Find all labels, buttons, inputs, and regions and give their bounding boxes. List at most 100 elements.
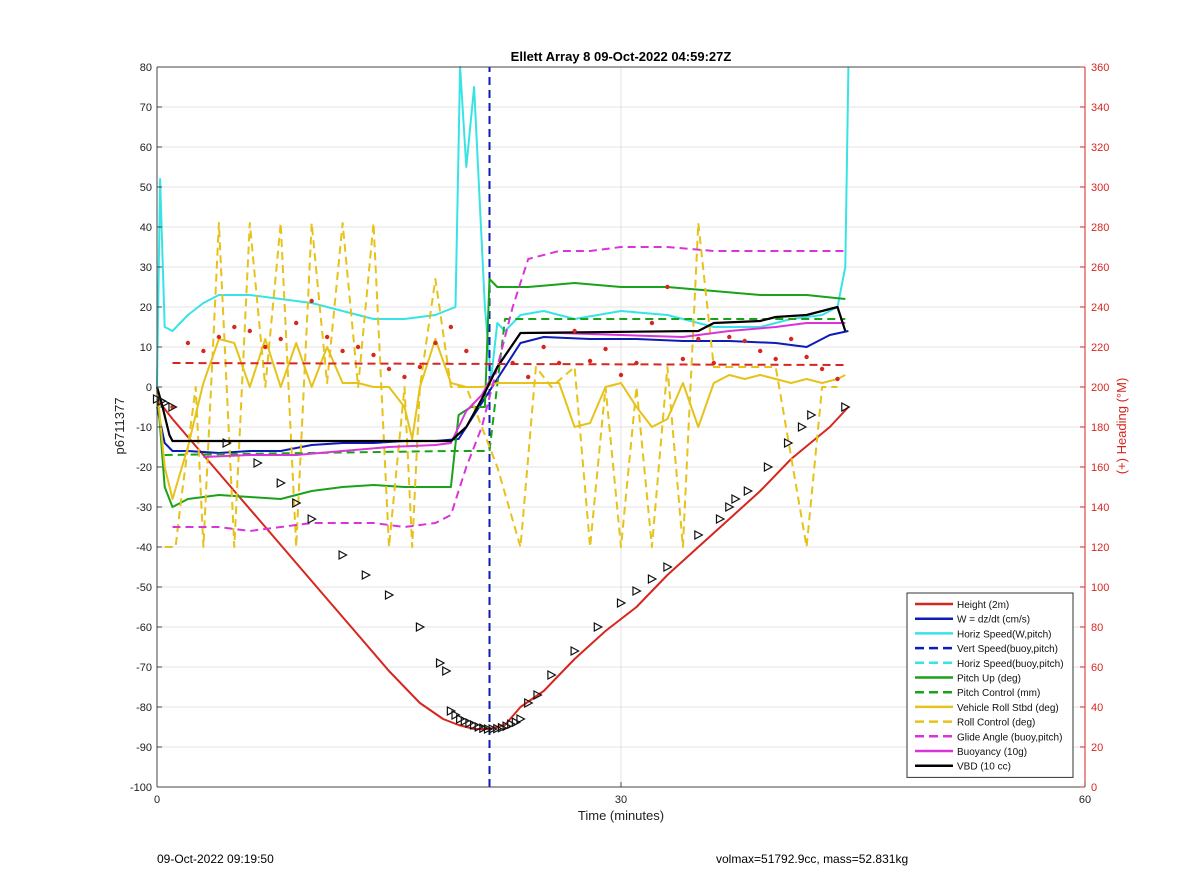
legend-label: Pitch Up (deg)	[957, 674, 1021, 685]
y-tick-label: -30	[136, 502, 152, 514]
height-marker	[483, 724, 494, 734]
heading-point	[649, 320, 655, 326]
heading-point	[448, 324, 454, 330]
height-marker	[460, 716, 471, 726]
y-tick-label: 10	[140, 342, 152, 354]
y-tick-label: -60	[136, 622, 152, 634]
heading-point	[386, 366, 392, 372]
height-marker	[488, 724, 498, 734]
y-axis-label: p6711377	[112, 398, 127, 455]
heading-point	[355, 344, 361, 350]
heading-point	[773, 356, 778, 362]
height-marker	[841, 402, 851, 412]
legend-label: Glide Angle (buoy,pitch)	[957, 732, 1062, 743]
legend-label: Horiz Speed(buoy,pitch)	[957, 659, 1064, 670]
legend-label: Horiz Speed(W,pitch)	[957, 629, 1051, 640]
height-marker	[160, 398, 171, 408]
heading-point	[603, 346, 608, 352]
heading-point	[263, 344, 268, 350]
tick-labels: -100-90-80-70-60-50-40-30-20-10010203040…	[130, 62, 1109, 806]
y-right-tick-label: 180	[1091, 422, 1109, 434]
height-marker	[731, 494, 741, 504]
legend-box	[906, 592, 1074, 778]
heading-point	[804, 354, 809, 360]
y-right-tick-label: 120	[1091, 542, 1109, 554]
height-marker	[493, 723, 503, 734]
heading-point	[433, 340, 438, 346]
height-marker	[507, 719, 517, 730]
height-marker	[632, 586, 642, 596]
y-tick-label: -10	[136, 422, 152, 434]
heading-point	[758, 348, 763, 354]
height-marker	[663, 562, 673, 572]
y-right-tick-label: 280	[1091, 222, 1109, 234]
heading-point	[324, 334, 330, 340]
y-right-tick-label: 0	[1091, 782, 1097, 794]
height-marker	[451, 710, 461, 720]
y-tick-label: -40	[136, 542, 152, 554]
height-marker	[783, 438, 794, 448]
height-marker	[292, 498, 302, 508]
height-marker	[361, 570, 372, 580]
x-tick-label: 30	[615, 794, 627, 806]
y-right-tick-label: 320	[1091, 142, 1109, 154]
y-right-tick-label: 140	[1091, 502, 1109, 514]
height-marker	[502, 721, 512, 732]
y-right-tick-label: 220	[1091, 342, 1109, 354]
heading-point	[556, 360, 562, 366]
y-axis-label-right: (+) Heading (°M)	[1114, 378, 1129, 475]
heading-point	[618, 372, 624, 378]
height-marker	[743, 486, 754, 496]
series-line	[156, 66, 850, 388]
height-marker	[338, 550, 348, 560]
y-tick-label: -70	[136, 662, 152, 674]
series-layer	[152, 66, 851, 787]
y-tick-label: 40	[140, 222, 152, 234]
heading-point	[340, 348, 345, 354]
y-tick-label: 70	[140, 102, 152, 114]
y-right-tick-label: 340	[1091, 102, 1109, 114]
y-tick-label: 20	[140, 302, 152, 314]
height-marker	[533, 690, 543, 700]
height-marker	[415, 622, 426, 632]
height-marker	[694, 530, 704, 540]
heading-point	[587, 358, 593, 364]
height-marker	[474, 722, 484, 732]
height-marker	[442, 666, 452, 676]
heading-point	[572, 328, 577, 334]
height-marker	[616, 598, 627, 608]
heading-point	[371, 352, 376, 358]
height-marker	[497, 722, 508, 733]
height-marker	[807, 410, 817, 420]
y-tick-label: 50	[140, 182, 152, 194]
legend-label: Pitch Control (mm)	[957, 688, 1040, 699]
height-marker	[465, 718, 475, 728]
heading-point	[201, 348, 206, 354]
legend-label: Height (2m)	[957, 600, 1009, 611]
y-tick-label: -90	[136, 742, 152, 754]
y-right-tick-label: 240	[1091, 302, 1109, 314]
heading-point	[788, 336, 794, 342]
height-marker	[469, 720, 480, 730]
footer-vehicle-info: volmax=51792.9cc, mass=52.831kg	[716, 852, 909, 866]
height-marker	[168, 402, 178, 412]
y-tick-label: -100	[130, 782, 152, 794]
heading-point	[278, 336, 283, 342]
x-tick-label: 60	[1079, 794, 1091, 806]
legend-label: VBD (10 cc)	[957, 762, 1011, 773]
y-tick-label: 0	[146, 382, 152, 394]
height-marker	[384, 590, 395, 600]
height-marker	[479, 723, 489, 734]
height-marker	[570, 646, 580, 656]
series-line	[155, 305, 847, 443]
y-right-tick-label: 300	[1091, 182, 1109, 194]
legend-label: Vert Speed(buoy,pitch)	[957, 644, 1058, 655]
y-right-tick-label: 160	[1091, 462, 1109, 474]
height-marker	[725, 502, 735, 512]
height-marker	[456, 714, 466, 724]
height-marker	[307, 514, 317, 524]
y-right-tick-label: 60	[1091, 662, 1103, 674]
legend-label: Buoyancy (10g)	[957, 747, 1027, 758]
height-marker	[276, 478, 287, 488]
